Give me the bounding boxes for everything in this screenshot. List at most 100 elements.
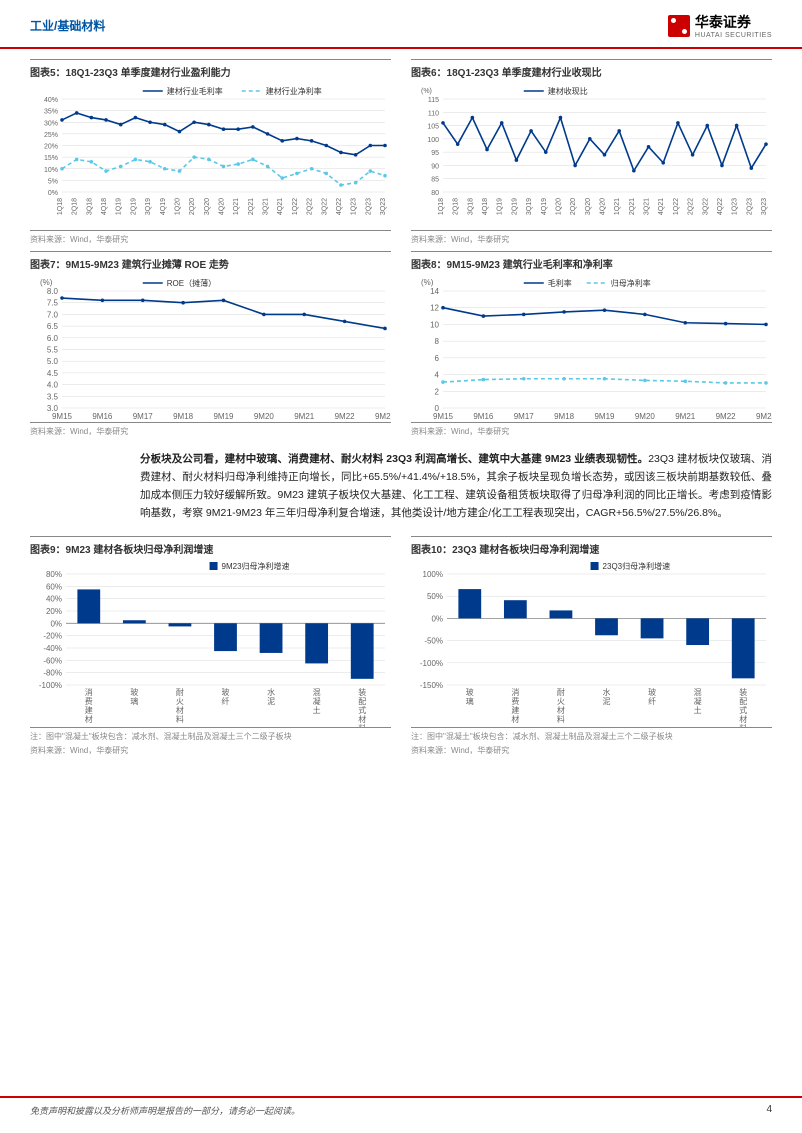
chart10-note: 注：图中"混凝土"板块包含：减水剂、混凝土制品及混凝土三个二级子板块 bbox=[411, 728, 772, 742]
svg-text:耐: 耐 bbox=[557, 687, 565, 697]
paragraph-lead: 分板块及公司看，建材中玻璃、消费建材、耐火材料 23Q3 利润高增长、建筑中大基… bbox=[140, 453, 648, 465]
svg-text:3Q19: 3Q19 bbox=[145, 198, 152, 215]
svg-text:9M20: 9M20 bbox=[254, 412, 275, 421]
svg-text:1Q19: 1Q19 bbox=[116, 198, 123, 215]
brand-block: 华泰证券 HUATAI SECURITIES bbox=[668, 12, 772, 39]
svg-text:4Q18: 4Q18 bbox=[101, 198, 108, 215]
svg-text:玻: 玻 bbox=[130, 687, 138, 697]
svg-text:水: 水 bbox=[267, 687, 275, 697]
svg-text:3Q22: 3Q22 bbox=[321, 198, 328, 215]
svg-text:9M15: 9M15 bbox=[433, 412, 454, 421]
svg-text:9M17: 9M17 bbox=[514, 412, 535, 421]
svg-text:40%: 40% bbox=[46, 595, 62, 604]
svg-text:3Q19: 3Q19 bbox=[526, 198, 533, 215]
svg-text:火: 火 bbox=[557, 697, 565, 706]
svg-text:料: 料 bbox=[739, 723, 747, 727]
svg-text:9M16: 9M16 bbox=[92, 412, 113, 421]
svg-text:110: 110 bbox=[428, 110, 439, 117]
svg-text:1Q18: 1Q18 bbox=[438, 198, 445, 215]
section-label: 工业/基础材料 bbox=[30, 17, 105, 34]
svg-text:4Q19: 4Q19 bbox=[160, 198, 167, 215]
svg-text:-40%: -40% bbox=[43, 644, 62, 653]
svg-text:2: 2 bbox=[435, 387, 440, 396]
svg-text:混: 混 bbox=[694, 688, 702, 697]
svg-text:4Q19: 4Q19 bbox=[541, 198, 548, 215]
svg-text:材: 材 bbox=[358, 714, 366, 724]
svg-text:材: 材 bbox=[739, 714, 747, 724]
svg-text:5.0: 5.0 bbox=[47, 357, 59, 366]
chart5-title: 图表5：18Q1-23Q3 单季度建材行业盈利能力 bbox=[30, 59, 391, 79]
svg-text:14: 14 bbox=[430, 287, 439, 296]
svg-text:4.5: 4.5 bbox=[47, 369, 59, 378]
svg-text:8.0: 8.0 bbox=[47, 287, 59, 296]
svg-text:3Q20: 3Q20 bbox=[585, 198, 592, 215]
svg-text:6: 6 bbox=[435, 354, 440, 363]
svg-text:9M22: 9M22 bbox=[335, 412, 356, 421]
page-number: 4 bbox=[766, 1104, 772, 1117]
svg-text:4Q20: 4Q20 bbox=[600, 198, 607, 215]
svg-text:4Q22: 4Q22 bbox=[336, 198, 343, 215]
chart5-pane: 图表5：18Q1-23Q3 单季度建材行业盈利能力 0%5%10%15%20%2… bbox=[30, 59, 391, 245]
svg-text:土: 土 bbox=[694, 705, 702, 715]
svg-text:-150%: -150% bbox=[420, 681, 443, 690]
svg-text:消: 消 bbox=[85, 687, 93, 697]
svg-text:凝: 凝 bbox=[694, 696, 702, 706]
svg-text:100%: 100% bbox=[423, 570, 443, 579]
svg-text:9M18: 9M18 bbox=[554, 412, 575, 421]
chart7-title: 图表7：9M15-9M23 建筑行业摊薄 ROE 走势 bbox=[30, 251, 391, 271]
svg-text:3Q21: 3Q21 bbox=[263, 198, 270, 215]
svg-text:纤: 纤 bbox=[222, 696, 230, 706]
svg-text:2Q23: 2Q23 bbox=[746, 198, 753, 215]
brand-name-en: HUATAI SECURITIES bbox=[695, 32, 772, 39]
svg-text:2Q18: 2Q18 bbox=[453, 198, 460, 215]
svg-text:料: 料 bbox=[176, 714, 184, 724]
chart9-canvas: -100%-80%-60%-40%-20%0%20%40%60%80%9M23归… bbox=[30, 558, 391, 728]
chart10-canvas: -150%-100%-50%0%50%100%23Q3归母净利增速玻璃消费建材耐… bbox=[411, 558, 772, 728]
svg-text:材: 材 bbox=[176, 705, 184, 715]
brand-logo-icon bbox=[668, 15, 690, 37]
svg-text:40%: 40% bbox=[44, 97, 58, 104]
svg-text:100: 100 bbox=[427, 137, 439, 144]
svg-text:ROE（摊薄）: ROE（摊薄） bbox=[167, 278, 216, 288]
chart9-pane: 图表9：9M23 建材各板块归母净利润增速 -100%-80%-60%-40%-… bbox=[30, 536, 391, 756]
svg-text:9M18: 9M18 bbox=[173, 412, 194, 421]
svg-text:费: 费 bbox=[85, 696, 93, 706]
svg-text:2Q20: 2Q20 bbox=[570, 198, 577, 215]
svg-text:2Q21: 2Q21 bbox=[248, 198, 255, 215]
svg-text:1Q21: 1Q21 bbox=[233, 198, 240, 215]
svg-text:璃: 璃 bbox=[130, 696, 138, 706]
svg-text:10: 10 bbox=[430, 320, 439, 329]
svg-text:7.5: 7.5 bbox=[47, 299, 59, 308]
svg-text:建材行业毛利率: 建材行业毛利率 bbox=[167, 86, 223, 96]
svg-text:3.5: 3.5 bbox=[47, 392, 59, 401]
svg-text:建: 建 bbox=[511, 705, 519, 715]
page-content: 图表5：18Q1-23Q3 单季度建材行业盈利能力 0%5%10%15%20%2… bbox=[0, 49, 802, 756]
svg-text:4Q21: 4Q21 bbox=[277, 198, 284, 215]
chart6-pane: 图表6：18Q1-23Q3 单季度建材行业收现比 808590951001051… bbox=[411, 59, 772, 245]
svg-text:火: 火 bbox=[176, 697, 184, 706]
svg-text:建材行业净利率: 建材行业净利率 bbox=[266, 86, 322, 96]
svg-text:玻: 玻 bbox=[222, 687, 230, 697]
svg-text:15%: 15% bbox=[44, 155, 58, 162]
svg-text:1Q22: 1Q22 bbox=[673, 198, 680, 215]
svg-text:12: 12 bbox=[430, 304, 439, 313]
svg-text:115: 115 bbox=[428, 97, 439, 104]
svg-text:装: 装 bbox=[739, 687, 747, 697]
svg-text:5.5: 5.5 bbox=[47, 346, 59, 355]
svg-text:料: 料 bbox=[358, 723, 366, 727]
svg-text:9M19: 9M19 bbox=[594, 412, 615, 421]
svg-text:3Q18: 3Q18 bbox=[86, 198, 93, 215]
chart8-canvas: 02468101214(%)9M159M169M179M189M199M209M… bbox=[411, 273, 772, 423]
svg-text:配: 配 bbox=[358, 697, 366, 706]
chart5-source: 资料来源：Wind，华泰研究 bbox=[30, 231, 391, 245]
chart8-pane: 图表8：9M15-9M23 建筑行业毛利率和净利率 02468101214(%)… bbox=[411, 251, 772, 437]
svg-text:装: 装 bbox=[358, 687, 366, 697]
svg-text:璃: 璃 bbox=[466, 696, 474, 706]
svg-text:玻: 玻 bbox=[648, 687, 656, 697]
svg-text:60%: 60% bbox=[46, 583, 62, 592]
chart10-source: 资料来源：Wind，华泰研究 bbox=[411, 742, 772, 756]
chart6-title: 图表6：18Q1-23Q3 单季度建材行业收现比 bbox=[411, 59, 772, 79]
svg-text:5%: 5% bbox=[48, 178, 58, 185]
svg-text:20%: 20% bbox=[46, 607, 62, 616]
svg-text:1Q20: 1Q20 bbox=[174, 198, 181, 215]
